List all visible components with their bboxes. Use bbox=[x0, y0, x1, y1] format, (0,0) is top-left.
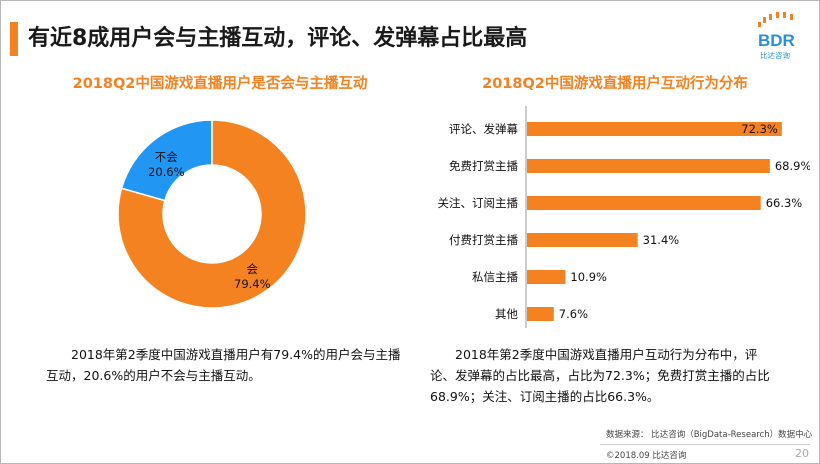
page-number: 20 bbox=[795, 447, 809, 460]
footer-divider bbox=[600, 444, 810, 445]
donut-label-yes-name: 会 bbox=[246, 262, 259, 276]
bar-category-label: 付费打赏主播 bbox=[449, 233, 518, 247]
bar bbox=[527, 270, 566, 284]
donut-label-no-name: 不会 bbox=[154, 150, 178, 164]
bar-category-label: 其他 bbox=[495, 307, 518, 321]
title-accent-bar bbox=[10, 22, 18, 56]
bar-category-label: 评论、发弹幕 bbox=[449, 122, 518, 136]
donut-chart-title: 2018Q2中国游戏直播用户是否会与主播互动 bbox=[72, 76, 368, 92]
logo-text: BDR bbox=[758, 31, 795, 50]
page-title: 有近8成用户会与主播互动，评论、发弹幕占比最高 bbox=[28, 26, 528, 51]
bar-value-label: 72.3% bbox=[741, 122, 778, 136]
description-right: 2018年第2季度中国游戏直播用户互动行为分布中，评论、发弹幕的占比最高，占比为… bbox=[430, 347, 770, 404]
bdr-logo: BDR 比达咨询 bbox=[758, 12, 795, 60]
bar bbox=[527, 307, 554, 321]
copyright: ©2018.09 比达咨询 bbox=[606, 451, 687, 461]
bar bbox=[527, 233, 638, 247]
data-source: 数据来源： 比达咨询（BigData-Research）数据中心 bbox=[606, 430, 813, 440]
bar-category-label: 关注、订阅主播 bbox=[438, 196, 519, 210]
logo-subtext: 比达咨询 bbox=[760, 50, 790, 60]
bar-value-label: 31.4% bbox=[643, 233, 680, 247]
donut-slice-yes bbox=[117, 119, 307, 309]
bar-value-label: 10.9% bbox=[570, 270, 607, 284]
description-left: 2018年第2季度中国游戏直播用户有79.4%的用户会与主播互动，20.6%的用… bbox=[46, 347, 401, 383]
bar-category-label: 私信主播 bbox=[472, 270, 518, 284]
bar-category-label: 免费打赏主播 bbox=[449, 159, 518, 173]
donut-slice-no bbox=[120, 119, 213, 202]
bar-chart-title: 2018Q2中国游戏直播用户互动行为分布 bbox=[482, 76, 748, 92]
bar bbox=[527, 159, 770, 173]
bar-value-label: 68.9% bbox=[775, 159, 810, 173]
logo-rays-icon bbox=[758, 12, 793, 27]
donut-label-yes-value: 79.4% bbox=[234, 277, 271, 291]
bar-value-label: 66.3% bbox=[766, 196, 803, 210]
bar-chart: 评论、发弹幕 72.3% 免费打赏主播 68.9% 关注、订阅主播 66.3% 付费打赏主播… bbox=[438, 106, 810, 328]
bar bbox=[527, 196, 761, 210]
donut-label-yes: 会 79.4% bbox=[234, 262, 271, 292]
bar bbox=[527, 122, 782, 136]
bar-value-label: 7.6% bbox=[559, 307, 588, 321]
donut-label-no-value: 20.6% bbox=[148, 165, 185, 179]
donut-chart bbox=[117, 119, 307, 309]
donut-label-no: 不会 20.6% bbox=[148, 150, 185, 180]
